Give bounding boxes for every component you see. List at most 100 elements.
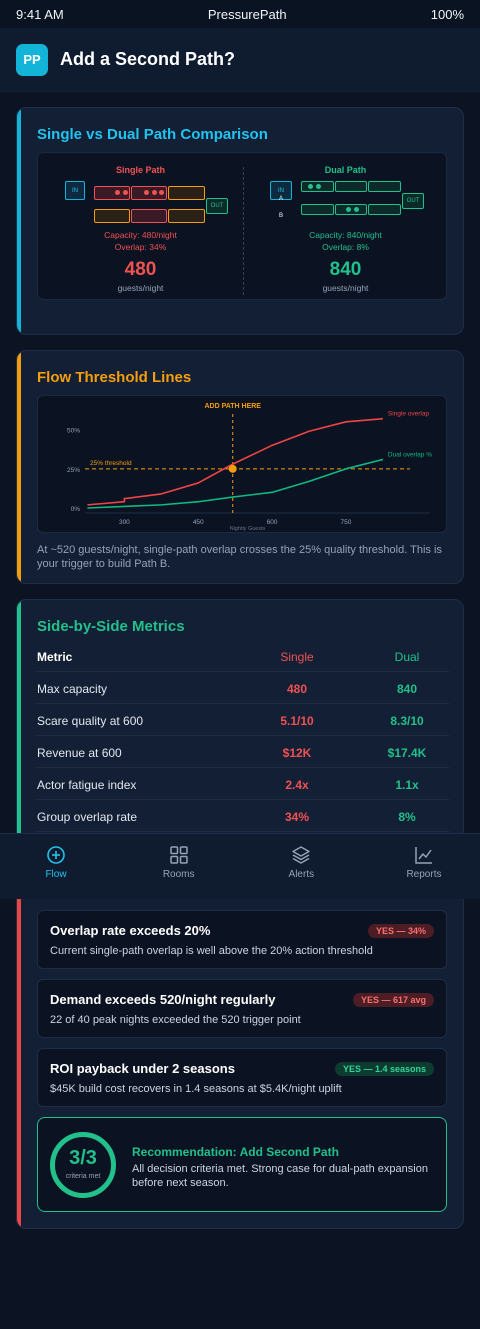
- threshold-chart: 0% 25% 50% 300 450 600 750 Nightly Guests 25% th…: [37, 395, 447, 533]
- threshold-chart-svg: 0% 25% 50% 300 450 600 750 Nightly Guests 25% th…: [67, 403, 432, 532]
- recommendation-desc: All decision criteria met. Strong case f…: [132, 1163, 428, 1189]
- single-capacity-value: 480: [124, 259, 157, 280]
- single-value: 34%: [284, 810, 310, 824]
- comparison-card: Single vs Dual Path Comparison Single Pa…: [16, 107, 464, 335]
- dual-overlap: Overlap: 8%: [322, 242, 369, 252]
- single-room-3: [168, 186, 205, 200]
- criterion-desc: Current single-path overlap is well abov…: [50, 945, 373, 957]
- dual-value: 1.1x: [395, 778, 419, 792]
- grid-icon: [169, 846, 188, 864]
- metric-name: Scare quality at 600: [37, 714, 144, 728]
- trigger-marker-label: ADD PATH HERE: [204, 403, 261, 410]
- dual-b-label: B: [278, 213, 283, 219]
- app-header: PP Add a Second Path?: [0, 28, 480, 92]
- criterion-card: Demand exceeds 520/night regularly YES —…: [37, 979, 447, 1038]
- nav-flow-label: Flow: [45, 869, 67, 880]
- criterion-title: ROI payback under 2 seasons: [50, 1061, 235, 1076]
- metric-name: Revenue at 600: [37, 746, 122, 760]
- table-row: Max capacity 480 840: [37, 672, 449, 704]
- single-value: 5.1/10: [280, 714, 314, 728]
- criterion-badge: YES — 1.4 seasons: [334, 1062, 434, 1076]
- dual-b-room-1: [301, 204, 334, 215]
- metrics-title: Side-by-Side Metrics: [37, 618, 185, 635]
- guest-dot: [115, 190, 120, 195]
- card-accent: [17, 108, 21, 334]
- y-tick-label: 50%: [67, 428, 80, 435]
- dual-b-room-2: [335, 204, 367, 215]
- nav-reports[interactable]: Reports: [376, 834, 472, 900]
- guest-dot: [308, 184, 313, 189]
- x-tick-label: 600: [267, 519, 278, 526]
- x-tick-label: 300: [119, 519, 130, 526]
- metrics-table: Metric Single Dual Max capacity 480 840 …: [37, 640, 449, 832]
- single-room-6: [168, 209, 205, 223]
- table-row: Actor fatigue index 2.4x 1.1x: [37, 768, 449, 800]
- criterion-desc: $45K build cost recovers in 1.4 seasons …: [50, 1083, 342, 1095]
- card-accent: [17, 600, 21, 858]
- dual-capacity-value: 840: [329, 259, 362, 280]
- series-label: Single overlap: [388, 411, 430, 418]
- card-accent: [17, 876, 21, 1228]
- nav-reports-label: Reports: [406, 869, 442, 880]
- criterion-card: Overlap rate exceeds 20% YES — 34% Curre…: [37, 910, 447, 969]
- x-axis-label: Nightly Guests: [230, 526, 266, 532]
- single-value: 2.4x: [285, 778, 309, 792]
- single-room-1: [94, 186, 130, 200]
- guest-dot: [354, 207, 359, 212]
- single-out-node: OUT: [206, 198, 228, 214]
- status-bar: 9:41 AM PressurePath 100%: [0, 0, 480, 28]
- threshold-card: Flow Threshold Lines 0% 25% 50% 300 450 600 75…: [16, 350, 464, 584]
- single-value: $12K: [282, 746, 312, 760]
- dual-value: 8%: [398, 810, 416, 824]
- criterion-desc: 22 of 40 peak nights exceeded the 520 tr…: [50, 1014, 301, 1026]
- nav-rooms[interactable]: Rooms: [131, 834, 227, 900]
- single-path-heading: Single Path: [115, 165, 165, 175]
- metrics-card: Side-by-Side Metrics Metric Single Dual …: [16, 599, 464, 859]
- criterion-title: Demand exceeds 520/night regularly: [50, 992, 276, 1007]
- single-capacity: Capacity: 480/night: [104, 230, 177, 240]
- dual-out-node: OUT: [402, 193, 424, 209]
- table-header-row: Metric Single Dual: [37, 640, 449, 672]
- guest-dot: [346, 207, 351, 212]
- single-path-column: Single Path IN OUT Capacity: 480/night O…: [38, 153, 243, 301]
- metric-name: Group overlap rate: [37, 810, 138, 824]
- threshold-caption: At ~520 guests/night, single-path overla…: [37, 544, 442, 570]
- dual-path-column: Dual Path IN A B OUT Capacity: 840/night…: [243, 153, 448, 301]
- guest-dot: [144, 190, 149, 195]
- single-room-2: [131, 186, 167, 200]
- nav-alerts[interactable]: Alerts: [253, 834, 349, 900]
- nav-rooms-label: Rooms: [162, 869, 195, 880]
- column-header-single: Single: [280, 650, 314, 664]
- dual-b-room-3: [368, 204, 401, 215]
- table-row: Scare quality at 600 5.1/10 8.3/10: [37, 704, 449, 736]
- series-line-single: [87, 417, 383, 506]
- card-accent: [17, 351, 21, 583]
- panel-divider: [243, 167, 244, 295]
- metric-name: Actor fatigue index: [37, 778, 137, 792]
- battery-level: 100%: [430, 6, 464, 22]
- nav-alerts-label: Alerts: [288, 869, 315, 880]
- app-logo: PP: [16, 43, 48, 76]
- dual-a-room-3: [368, 181, 401, 192]
- dual-value: $17.4K: [387, 746, 427, 760]
- crossover-point: [228, 464, 237, 473]
- single-room-5: [131, 209, 167, 223]
- guest-dot: [123, 190, 128, 195]
- column-header-dual: Dual: [394, 650, 420, 664]
- threshold-title: Flow Threshold Lines: [37, 369, 192, 386]
- table-row: Revenue at 600 $12K $17.4K: [37, 736, 449, 768]
- comparison-panel: Single Path IN OUT Capacity: 480/night O…: [37, 152, 447, 300]
- nav-flow[interactable]: Flow: [8, 834, 104, 900]
- status-app-name: PressurePath: [207, 6, 287, 22]
- comparison-title: Single vs Dual Path Comparison: [37, 126, 268, 143]
- dual-path-heading: Dual Path: [324, 165, 367, 175]
- y-tick-label: 25%: [67, 467, 80, 474]
- series-label: Dual overlap %: [388, 451, 432, 458]
- criteria-score-ring: 3/3 criteria met: [50, 1132, 116, 1198]
- table-row: Group overlap rate 34% 8%: [37, 800, 449, 832]
- dual-a-room-2: [335, 181, 367, 192]
- layers-icon: [292, 846, 311, 864]
- dual-a-label: A: [278, 196, 283, 202]
- single-in-node: IN: [65, 181, 85, 200]
- single-value: 480: [286, 682, 308, 696]
